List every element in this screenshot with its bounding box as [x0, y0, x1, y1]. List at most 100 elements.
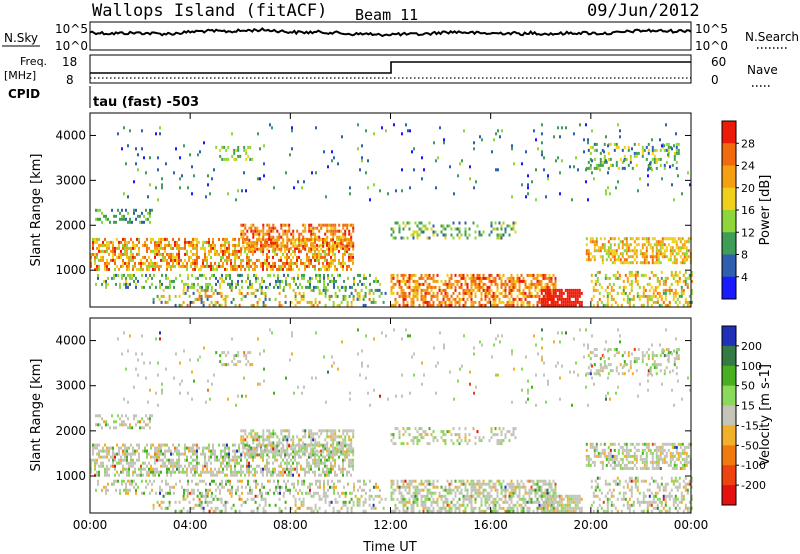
power-cell	[204, 258, 206, 262]
power-cell	[302, 240, 304, 244]
velocity-cell	[300, 503, 303, 507]
velocity-cell	[202, 509, 205, 513]
power-cell	[240, 232, 243, 236]
power-cell	[635, 249, 638, 253]
power-cell	[332, 261, 334, 265]
velocity-cell	[394, 509, 397, 513]
power-cell	[104, 264, 106, 268]
power-cell	[123, 273, 125, 277]
velocity-cell	[140, 467, 142, 471]
power-cell	[117, 132, 119, 136]
power-cell	[226, 246, 228, 250]
power-cell	[464, 230, 467, 234]
velocity-cell	[108, 449, 110, 453]
power-cell	[411, 150, 413, 154]
velocity-cell	[322, 450, 325, 454]
power-cell	[406, 276, 409, 280]
power-cell	[332, 235, 335, 239]
velocity-cell	[382, 506, 385, 510]
power-cell	[416, 224, 419, 228]
power-cell	[432, 230, 435, 234]
velocity-cell	[202, 449, 204, 453]
power-cell	[589, 252, 592, 256]
power-cell	[480, 294, 483, 298]
power-cell	[677, 246, 680, 250]
power-cell	[254, 249, 256, 253]
power-cell	[169, 285, 171, 289]
power-cell	[254, 247, 257, 251]
power-cell	[189, 153, 191, 157]
power-cell	[174, 264, 176, 268]
power-cell	[121, 273, 123, 277]
velocity-cell	[194, 458, 196, 462]
power-cell	[651, 157, 654, 161]
power-cell	[350, 300, 353, 304]
velocity-cell	[292, 494, 295, 498]
power-cell	[671, 249, 674, 253]
power-cell	[278, 267, 280, 271]
power-cell	[247, 276, 249, 280]
velocity-cell	[184, 443, 186, 447]
velocity-cell	[372, 497, 375, 501]
power-cell	[352, 261, 354, 265]
power-cell	[630, 273, 633, 277]
power-cell	[333, 279, 335, 283]
power-cell	[149, 220, 151, 224]
power-cell	[647, 237, 650, 241]
power-cell	[342, 297, 345, 301]
power-cell	[657, 261, 660, 265]
velocity-cell	[252, 497, 255, 501]
power-cell	[605, 258, 608, 262]
velocity-cell	[396, 482, 399, 486]
velocity-cell	[320, 458, 322, 462]
power-cell	[392, 227, 395, 231]
power-colorbar-label: Power [dB]	[758, 175, 773, 246]
velocity-cell	[114, 458, 116, 462]
power-cell	[220, 264, 222, 268]
velocity-cell	[141, 491, 143, 495]
power-cell	[470, 276, 473, 280]
velocity-cell	[280, 447, 283, 451]
power-cell	[342, 258, 344, 262]
power-cell	[658, 279, 661, 283]
power-cell	[248, 258, 250, 262]
power-cell	[648, 297, 651, 301]
power-cell	[518, 291, 521, 295]
power-cell	[310, 241, 313, 245]
velocity-cell	[198, 503, 201, 507]
power-cell	[594, 288, 597, 292]
power-cell	[546, 294, 549, 298]
velocity-cell	[318, 461, 320, 465]
velocity-cell	[252, 450, 255, 454]
power-cell	[114, 249, 116, 253]
velocity-cell	[330, 444, 333, 448]
power-cell	[518, 279, 521, 283]
power-cell	[420, 276, 423, 280]
power-cell	[684, 279, 687, 283]
velocity-cell	[94, 446, 96, 450]
power-cell	[618, 276, 621, 280]
power-cell	[473, 141, 475, 145]
power-cell	[440, 300, 443, 304]
velocity-cell	[148, 467, 150, 471]
power-cell	[649, 243, 652, 247]
power-cell	[570, 291, 573, 295]
power-cell	[494, 297, 497, 301]
velocity-cell	[312, 432, 315, 436]
power-cell	[353, 276, 355, 280]
power-cell	[546, 303, 549, 307]
power-cell	[283, 273, 285, 277]
power-cell	[330, 294, 333, 298]
power-cell	[235, 282, 237, 286]
velocity-cell	[302, 497, 305, 501]
power-cell	[152, 261, 154, 265]
power-cell	[548, 291, 551, 295]
velocity-cell	[192, 506, 195, 510]
power-cell	[212, 240, 214, 244]
power-cell	[296, 229, 299, 233]
velocity-cell	[247, 491, 249, 495]
power-cell	[346, 249, 348, 253]
power-cell	[396, 276, 399, 280]
velocity-cell	[278, 497, 281, 501]
power-cell	[622, 285, 625, 289]
